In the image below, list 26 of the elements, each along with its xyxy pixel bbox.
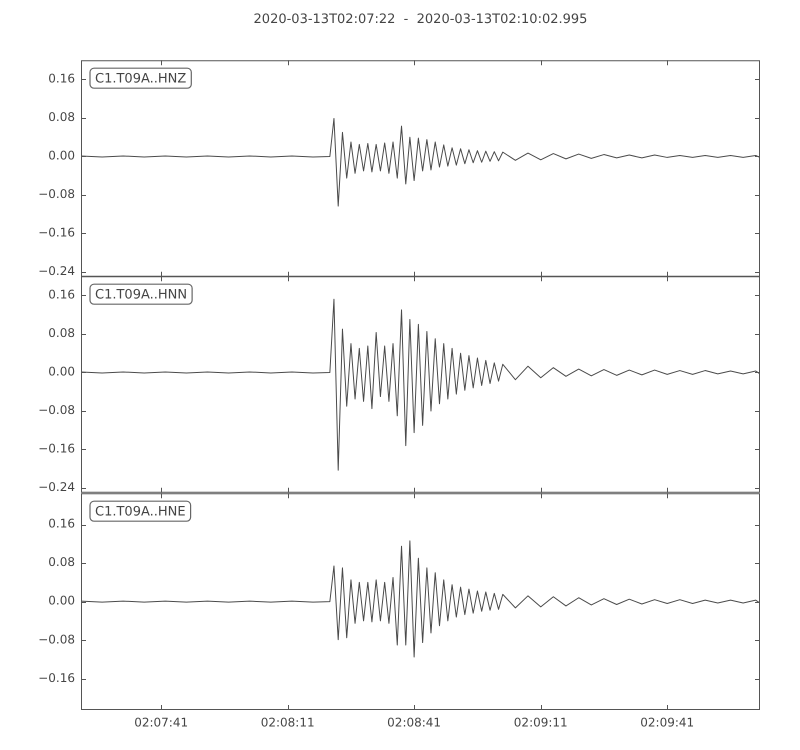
- annotation: C1.T09A..HNN: [95, 288, 188, 304]
- y-tick-label: −0.16: [38, 442, 75, 456]
- y-tick-label: 0.16: [48, 516, 75, 531]
- annotation: C1.T09A..HNE: [95, 504, 186, 520]
- y-tick-label: 0.08: [48, 110, 75, 124]
- y-tick-label: 0.16: [48, 288, 75, 302]
- y-tick-label: −0.24: [38, 264, 75, 278]
- y-tick-label: −0.08: [38, 186, 75, 201]
- y-tick-label: −0.24: [38, 480, 75, 495]
- y-tick-label: 0.00: [48, 594, 75, 608]
- x-tick-label: 02:08:11: [260, 715, 315, 730]
- x-tick-label: 02:09:41: [640, 715, 694, 730]
- x-tick-label: 02:08:41: [387, 715, 442, 730]
- chart-title: 2020-03-13T02:07:22 - 2020-03-13T02:10:02.995: [252, 12, 588, 27]
- y-tick-label: −0.16: [38, 225, 75, 240]
- y-tick-label: −0.16: [38, 670, 75, 685]
- y-tick-label: 0.16: [48, 71, 75, 86]
- x-tick-label: 02:09:11: [514, 715, 568, 730]
- y-tick-label: 0.00: [48, 365, 75, 380]
- y-tick-label: 0.08: [48, 555, 75, 570]
- y-tick-label: 0.00: [48, 148, 75, 162]
- annotation: C1.T09A..HNZ: [95, 71, 186, 86]
- x-tick-label: 02:07:41: [134, 715, 188, 730]
- y-tick-label: 0.08: [48, 326, 75, 341]
- y-tick-label: −0.08: [38, 632, 75, 646]
- y-tick-label: −0.08: [38, 404, 75, 418]
